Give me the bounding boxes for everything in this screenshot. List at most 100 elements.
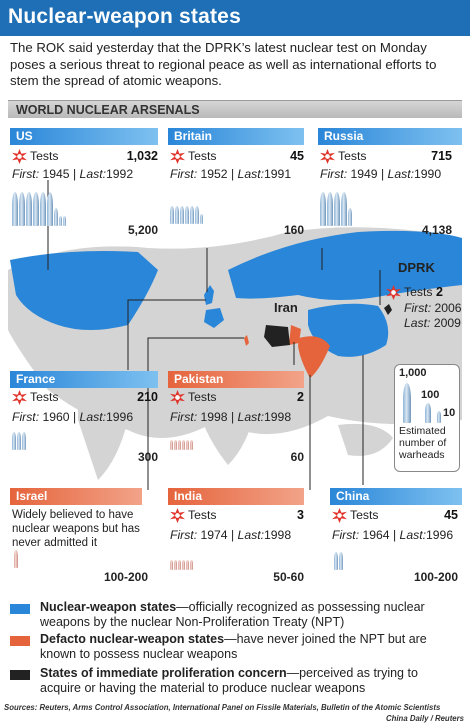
china-territory bbox=[308, 303, 389, 357]
dprk-tests-label: Tests bbox=[404, 285, 433, 299]
russia-last-year: 1990 bbox=[413, 167, 442, 181]
russia-first-year: 1949 bbox=[350, 167, 378, 181]
starburst-icon bbox=[320, 149, 335, 164]
us-warhead-bullets bbox=[12, 192, 66, 226]
scale-small-label: 10 bbox=[443, 407, 456, 419]
france-last-year: 1996 bbox=[105, 410, 134, 424]
legend-text-defacto: Defacto nuclear-weapon states—have never… bbox=[40, 632, 460, 662]
us-label: US bbox=[10, 128, 158, 145]
starburst-icon bbox=[170, 508, 185, 523]
dprk-label: DPRK bbox=[398, 260, 435, 275]
dprk-last-label: Last: bbox=[404, 316, 431, 330]
india-first-label: First: bbox=[170, 528, 198, 542]
lead-paragraph: The ROK said yesterday that the DPRK’s l… bbox=[10, 40, 437, 88]
world-map-panel: US Tests 1,032 First: 1945 | Last:1992 5… bbox=[8, 120, 462, 592]
us-last-label: Last: bbox=[79, 167, 106, 181]
india-first-last: First: 1974 | Last:1998 bbox=[170, 528, 292, 542]
legend-text-concern: States of immediate proliferation concer… bbox=[40, 666, 460, 696]
pakistan-warhead-bullets bbox=[170, 440, 193, 450]
legend-text-nws: Nuclear-weapon states—officially recogni… bbox=[40, 600, 460, 630]
india-warheads: 50-60 bbox=[273, 570, 304, 584]
credit-line: China Daily / Reuters bbox=[386, 714, 464, 723]
starburst-icon bbox=[12, 390, 27, 405]
pakistan-tests-value: 2 bbox=[297, 390, 304, 404]
pakistan-tests-label: Tests bbox=[188, 390, 217, 404]
britain-territory bbox=[204, 285, 214, 305]
russia-first-last: First: 1949 | Last:1990 bbox=[320, 167, 442, 181]
legend-bold-defacto: Defacto nuclear-weapon states bbox=[40, 632, 225, 646]
india-warhead-bullets bbox=[170, 560, 193, 570]
china-first-year: 1964 bbox=[362, 528, 390, 542]
israel-leader-line bbox=[147, 337, 244, 490]
russia-label: Russia bbox=[318, 128, 462, 145]
legend-bold-nws: Nuclear-weapon states bbox=[40, 600, 177, 614]
us-tests-label: Tests bbox=[30, 149, 59, 163]
scale-mid-label: 100 bbox=[421, 389, 440, 401]
pakistan-last-year: 1998 bbox=[263, 410, 292, 424]
starburst-icon bbox=[332, 508, 347, 523]
starburst-icon bbox=[170, 390, 185, 405]
dprk-first: First: 2006 bbox=[404, 301, 462, 315]
legend-swatch-nws bbox=[10, 604, 30, 614]
starburst-icon bbox=[12, 149, 27, 164]
dprk-tests-value: 2 bbox=[436, 285, 443, 299]
section-title: WORLD NUCLEAR ARSENALS bbox=[16, 103, 200, 117]
china-label: China bbox=[330, 488, 462, 505]
france-warheads: 300 bbox=[137, 450, 158, 464]
pakistan-first-year: 1998 bbox=[200, 410, 228, 424]
pakistan-first-last: First: 1998 | Last:1998 bbox=[170, 410, 292, 424]
pakistan-territory bbox=[289, 325, 301, 345]
page-title: Nuclear-weapon states bbox=[8, 5, 241, 28]
us-warheads: 5,200 bbox=[127, 223, 158, 237]
legend-bold-concern: States of immediate proliferation concer… bbox=[40, 666, 287, 680]
india-first-year: 1974 bbox=[200, 528, 228, 542]
us-tests-value: 1,032 bbox=[126, 149, 158, 163]
israel-label: Israel bbox=[10, 488, 142, 505]
china-last-year: 1996 bbox=[425, 528, 454, 542]
scale-caption: Estimated number of warheads bbox=[399, 425, 447, 461]
us-first-last: First: 1945 | Last:1992 bbox=[12, 167, 134, 181]
legend-desc-defacto: —have never joined the NPT but are known… bbox=[40, 632, 427, 661]
russia-territory bbox=[228, 230, 462, 300]
us-last-year: 1992 bbox=[105, 167, 134, 181]
israel-territory bbox=[244, 335, 249, 346]
scale-bullet-100 bbox=[425, 403, 431, 423]
britain-first-year: 1952 bbox=[200, 167, 228, 181]
china-tests-value: 45 bbox=[444, 508, 458, 522]
china-warheads: 100-200 bbox=[413, 570, 458, 584]
france-tests-label: Tests bbox=[30, 390, 59, 404]
dprk-first-label: First: bbox=[404, 301, 432, 315]
africa bbox=[193, 367, 258, 465]
russia-tests-value: 715 bbox=[431, 149, 452, 163]
britain-tests-label: Tests bbox=[188, 149, 217, 163]
india-last-label: Last: bbox=[237, 528, 264, 542]
france-last-label: Last: bbox=[79, 410, 106, 424]
legend-desc-concern: —perceived as trying to acquire or havin… bbox=[40, 666, 418, 695]
russia-tests-label: Tests bbox=[338, 149, 367, 163]
britain-first-last: First: 1952 | Last:1991 bbox=[170, 167, 292, 181]
china-warhead-bullets bbox=[334, 552, 343, 570]
india-last-year: 1998 bbox=[263, 528, 292, 542]
title-bar: Nuclear-weapon states bbox=[0, 0, 470, 36]
china-tests-label: Tests bbox=[350, 508, 379, 522]
russia-warheads: 4,138 bbox=[421, 223, 452, 237]
section-header: WORLD NUCLEAR ARSENALS bbox=[8, 100, 462, 118]
britain-label: Britain bbox=[168, 128, 304, 145]
scale-bullet-1000 bbox=[403, 383, 411, 423]
russia-warhead-bullets bbox=[320, 192, 352, 226]
britain-first-label: First: bbox=[170, 167, 198, 181]
dprk-last: Last: 2009 bbox=[404, 316, 461, 330]
britain-warhead-bullets bbox=[170, 206, 203, 224]
france-first-year: 1960 bbox=[42, 410, 70, 424]
israel-warhead-bullets bbox=[14, 550, 18, 568]
pakistan-warheads: 60 bbox=[290, 450, 304, 464]
france-territory bbox=[204, 308, 224, 328]
australia bbox=[338, 423, 393, 456]
france-label: France bbox=[10, 371, 158, 388]
dprk-territory bbox=[384, 304, 392, 315]
legend-desc-nws: —officially recognized as possessing nuc… bbox=[40, 600, 425, 629]
south-america bbox=[78, 404, 128, 480]
india-label: India bbox=[168, 488, 304, 505]
israel-note: Widely believed to have nuclear weapons … bbox=[12, 509, 140, 549]
us-first-year: 1945 bbox=[42, 167, 70, 181]
